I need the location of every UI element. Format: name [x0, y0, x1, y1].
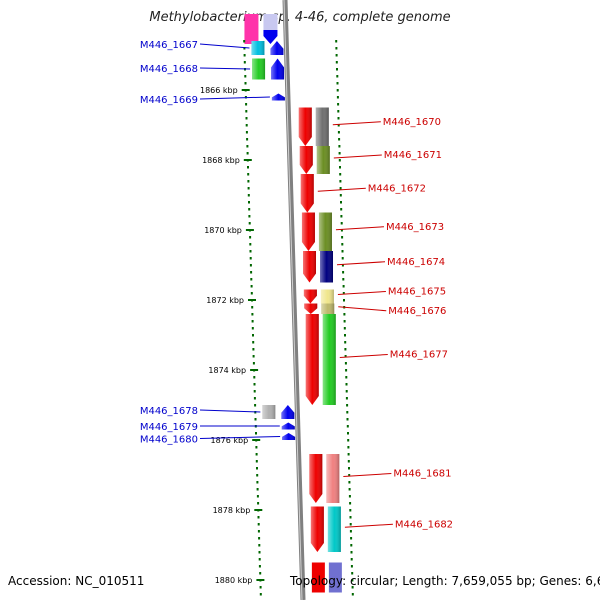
- gene-label-leader: [343, 473, 392, 477]
- kbp-label: 1874 kbp: [208, 366, 246, 375]
- genome-summary-text: Topology: circular; Length: 7,659,055 bp…: [290, 574, 600, 588]
- genome-backbone: [282, 0, 306, 600]
- cog-block-shade: [322, 314, 336, 405]
- cog-block-shade: [320, 251, 334, 283]
- gene-label-m446_1668[interactable]: M446_1668: [140, 64, 198, 75]
- gene-label-m446_1673[interactable]: M446_1673: [386, 222, 444, 233]
- kbp-label: 1868 kbp: [202, 156, 240, 165]
- cog-block-shade: [326, 454, 340, 503]
- gene-arrow-shade: [281, 422, 295, 430]
- gene-label-leader: [332, 121, 381, 126]
- gene-label-m446_1679[interactable]: M446_1679: [140, 422, 198, 433]
- cog-block-shade: [316, 146, 330, 174]
- gene-label-leader: [335, 226, 384, 231]
- gene-label-leader: [337, 291, 386, 295]
- cog-block-shade: [252, 58, 266, 80]
- gene-label-leader: [333, 154, 382, 159]
- cog-block: [263, 14, 278, 34]
- gene-label-leader: [199, 409, 261, 413]
- gene-arrow-shade: [271, 58, 285, 80]
- gene-arrow-shade: [305, 314, 319, 405]
- gene-arrow-shade: [309, 454, 323, 503]
- gene-arrow-shade: [304, 303, 318, 314]
- cog-block: [244, 14, 259, 44]
- genome-backbone-highlight: [283, 0, 303, 600]
- gene-label-leader: [199, 436, 281, 439]
- gene-arrow-shade: [303, 251, 317, 283]
- cog-block-shade: [315, 107, 329, 146]
- gene-label-m446_1670[interactable]: M446_1670: [383, 117, 441, 128]
- gene-arrow-shade: [298, 107, 312, 146]
- gene-arrow-shade: [301, 212, 315, 251]
- gene-label-m446_1674[interactable]: M446_1674: [387, 257, 445, 268]
- gene-label-leader: [317, 187, 366, 192]
- gene-label-leader: [344, 523, 393, 528]
- accession-text: Accession: NC_010511: [8, 574, 145, 588]
- kbp-label: 1872 kbp: [206, 296, 244, 305]
- cog-block-shade: [251, 41, 265, 55]
- gene-label-m446_1675[interactable]: M446_1675: [388, 287, 446, 298]
- genome-title: Methylobacterium sp. 4-46, complete geno…: [149, 10, 451, 25]
- kbp-label: 1880 kbp: [215, 576, 253, 585]
- gene-arrow-reverse[interactable]: [263, 30, 278, 44]
- gene-label-m446_1671[interactable]: M446_1671: [384, 150, 442, 161]
- gene-label-leader: [199, 96, 270, 100]
- cog-block-shade: [327, 506, 341, 552]
- gene-label-m446_1678[interactable]: M446_1678: [140, 406, 198, 417]
- gene-label-leader: [199, 67, 251, 70]
- gene-arrow-shade: [282, 433, 296, 440]
- cog-block-shade: [320, 289, 334, 304]
- gene-label-m446_1681[interactable]: M446_1681: [393, 469, 451, 480]
- gene-arrow-forward[interactable]: [311, 562, 325, 593]
- gene-label-m446_1669[interactable]: M446_1669: [140, 95, 198, 106]
- gene-label-m446_1682[interactable]: M446_1682: [395, 519, 453, 530]
- gene-label-m446_1677[interactable]: M446_1677: [390, 350, 448, 361]
- tick-track-right: [335, 40, 354, 596]
- gene-arrow-shade: [270, 41, 284, 55]
- gene-arrow-shade: [299, 146, 313, 174]
- gene-label-m446_1667[interactable]: M446_1667: [140, 40, 198, 51]
- gene-label-leader: [339, 354, 388, 358]
- gene-label-m446_1676[interactable]: M446_1676: [388, 306, 446, 317]
- cog-block-shade: [321, 303, 335, 314]
- cog-block-shade: [318, 212, 332, 251]
- gene-arrow-shade: [303, 289, 317, 304]
- gene-label-leader: [336, 261, 386, 266]
- gene-arrow-shade: [281, 405, 295, 419]
- gene-arrow-shade: [310, 506, 324, 552]
- kbp-label: 1866 kbp: [200, 86, 238, 95]
- kbp-label: 1876 kbp: [210, 436, 248, 445]
- gene-arrow-shade: [300, 174, 314, 213]
- gene-arrow-shade: [271, 93, 285, 101]
- gene-label-leader: [199, 43, 250, 49]
- gene-label-m446_1680[interactable]: M446_1680: [140, 435, 198, 446]
- cog-block-shade: [262, 405, 276, 419]
- kbp-label: 1878 kbp: [213, 506, 251, 515]
- gene-label-m446_1672[interactable]: M446_1672: [368, 183, 426, 194]
- gene-label-leader: [338, 306, 387, 312]
- kbp-label: 1870 kbp: [204, 226, 242, 235]
- cog-block: [328, 562, 342, 593]
